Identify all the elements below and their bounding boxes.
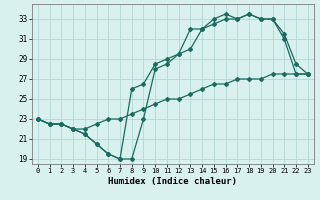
X-axis label: Humidex (Indice chaleur): Humidex (Indice chaleur) (108, 177, 237, 186)
